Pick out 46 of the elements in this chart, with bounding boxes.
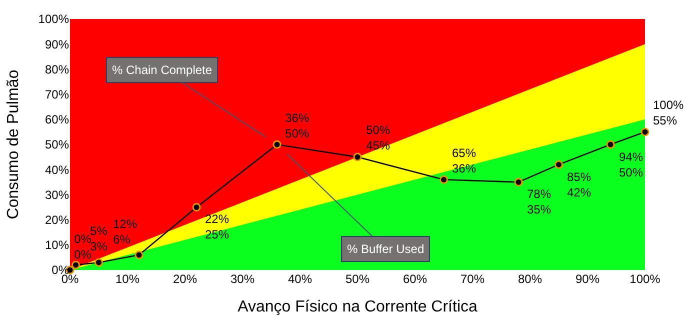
data-label: 36% 50% xyxy=(285,111,310,141)
x-tick-label: 90% xyxy=(575,272,600,286)
data-label: 85% 42% xyxy=(567,170,592,200)
y-tick-label: 70% xyxy=(44,88,70,102)
point xyxy=(72,260,80,270)
annotation: % Buffer Used xyxy=(347,242,424,256)
y-tick-label: 30% xyxy=(44,188,70,202)
x-tick-label: 100% xyxy=(630,272,661,286)
y-tick-label: 40% xyxy=(44,162,70,177)
y-tick-label: 90% xyxy=(44,37,70,52)
data-label: 0% 0% xyxy=(74,232,92,262)
point xyxy=(353,152,362,162)
x-tick-label: 50% xyxy=(345,272,370,286)
x-tick-label: 20% xyxy=(172,272,198,286)
y-tick-label: 20% xyxy=(44,213,70,227)
x-axis-title: Avanço Físico na Corrente Crítica xyxy=(238,298,478,316)
point xyxy=(606,140,615,149)
y-tick-label: 60% xyxy=(44,112,70,127)
annotation: % Chain Complete xyxy=(112,63,212,77)
y-tick-label: 10% xyxy=(44,238,70,252)
point xyxy=(640,128,650,136)
data-label: 12% 6% xyxy=(113,217,138,247)
data-label: 50% 45% xyxy=(366,123,390,153)
y-tick-label: 100% xyxy=(38,12,70,26)
data-label: 100% 55% xyxy=(653,98,684,128)
y-tick-label: 50% xyxy=(44,138,70,152)
point xyxy=(272,140,282,149)
point xyxy=(514,178,523,186)
point xyxy=(94,258,103,267)
data-label: 78% 35% xyxy=(527,187,552,217)
point xyxy=(440,175,448,184)
x-tick-label: 60% xyxy=(402,272,428,286)
point xyxy=(134,250,144,260)
y-axis-title: Consumo de Pulmão xyxy=(5,70,22,220)
point xyxy=(192,203,201,212)
y-tick-label: 80% xyxy=(44,62,70,76)
x-tick-label: 70% xyxy=(460,272,485,286)
x-tick-label: 10% xyxy=(115,272,140,286)
x-tick-label: 40% xyxy=(288,272,312,286)
point xyxy=(554,160,563,169)
x-tick-label: 30% xyxy=(230,272,255,286)
data-label: 94% 50% xyxy=(619,150,644,180)
x-tick-label: 80% xyxy=(518,272,542,286)
data-label: 22% 25% xyxy=(205,212,230,242)
data-label: 65% 36% xyxy=(452,146,476,176)
data-label: 5% 3% xyxy=(90,224,108,254)
